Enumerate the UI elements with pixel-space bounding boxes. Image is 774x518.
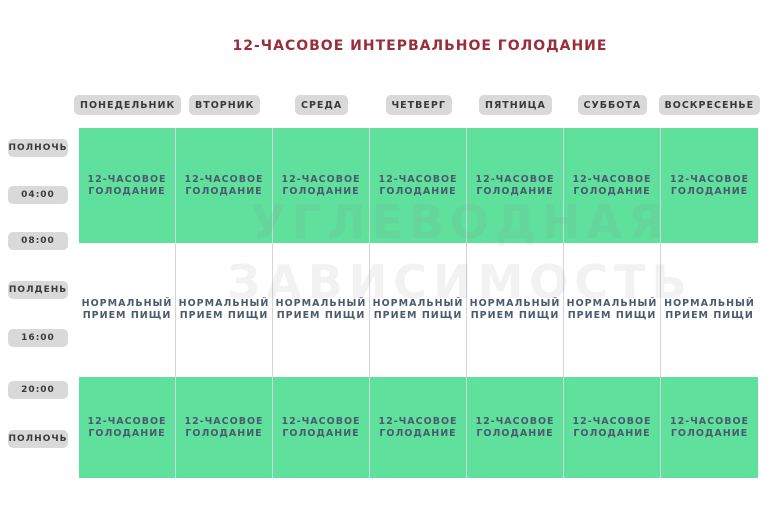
time-label: 16:00 <box>8 329 68 347</box>
day-label: ПОНЕДЕЛЬНИК <box>74 95 182 115</box>
day-label: ВТОРНИК <box>189 95 261 115</box>
band <box>79 243 758 377</box>
day-label: СРЕДА <box>295 95 349 115</box>
cell-text: 12-ЧАСОВОЕ ГОЛОДАНИЕ <box>79 128 176 243</box>
cell-text: НОРМАЛЬНЫЙ ПРИЕМ ПИЩИ <box>176 243 273 377</box>
time-label: ПОЛДЕНЬ <box>8 281 68 299</box>
day-label: ВОСКРЕСЕНЬЕ <box>658 95 761 115</box>
time-label: 04:00 <box>8 186 68 204</box>
time-label: 20:00 <box>8 381 68 399</box>
title: 12-ЧАСОВОЕ ИНТЕРВАЛЬНОЕ ГОЛОДАНИЕ <box>232 38 608 54</box>
cell-text: 12-ЧАСОВОЕ ГОЛОДАНИЕ <box>176 377 273 478</box>
band <box>79 128 758 243</box>
cell-text: 12-ЧАСОВОЕ ГОЛОДАНИЕ <box>669 415 750 439</box>
cell-text: 12-ЧАСОВОЕ ГОЛОДАНИЕ <box>79 377 176 478</box>
cell-text: НОРМАЛЬНЫЙ ПРИЕМ ПИЩИ <box>273 243 370 377</box>
cell-text: НОРМАЛЬНЫЙ ПРИЕМ ПИЩИ <box>564 243 661 377</box>
cell-text: 12-ЧАСОВОЕ ГОЛОДАНИЕ <box>564 377 661 478</box>
cell-text: 12-ЧАСОВОЕ ГОЛОДАНИЕ <box>669 173 750 197</box>
cell-text: 12-ЧАСОВОЕ ГОЛОДАНИЕ <box>467 128 564 243</box>
band <box>79 377 758 478</box>
cell-text: 12-ЧАСОВОЕ ГОЛОДАНИЕ <box>176 128 273 243</box>
cell-text: 12-ЧАСОВОЕ ГОЛОДАНИЕ <box>273 377 370 478</box>
cell-text: 12-ЧАСОВОЕ ГОЛОДАНИЕ <box>564 128 661 243</box>
time-label: 08:00 <box>8 232 68 250</box>
time-label: ПОЛНОЧЬ <box>8 139 68 157</box>
cell-text: НОРМАЛЬНЫЙ ПРИЕМ ПИЩИ <box>467 243 564 377</box>
cell-text: 12-ЧАСОВОЕ ГОЛОДАНИЕ <box>467 377 564 478</box>
cell-text: 12-ЧАСОВОЕ ГОЛОДАНИЕ <box>370 128 467 243</box>
cell-text: 12-ЧАСОВОЕ ГОЛОДАНИЕ <box>273 128 370 243</box>
cell-text: НОРМАЛЬНЫЙ ПРИЕМ ПИЩИ <box>664 298 755 321</box>
cell-text: НОРМАЛЬНЫЙ ПРИЕМ ПИЩИ <box>79 243 176 377</box>
day-label: ЧЕТВЕРГ <box>385 95 452 115</box>
time-label: ПОЛНОЧЬ <box>8 430 68 448</box>
cell-text: 12-ЧАСОВОЕ ГОЛОДАНИЕ <box>370 377 467 478</box>
cell-text: НОРМАЛЬНЫЙ ПРИЕМ ПИЩИ <box>370 243 467 377</box>
day-label: ПЯТНИЦА <box>479 95 552 115</box>
day-label: СУББОТА <box>577 95 648 115</box>
